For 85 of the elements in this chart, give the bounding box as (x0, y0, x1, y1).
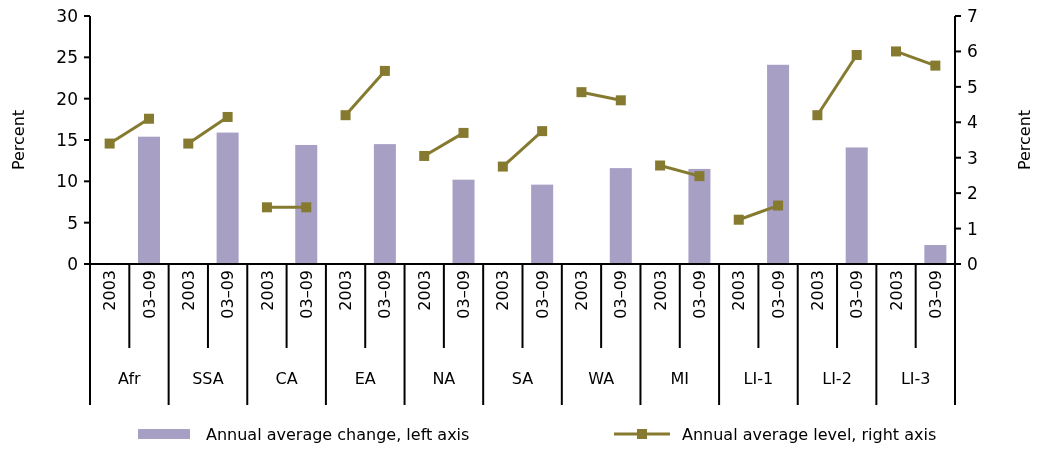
point (143, 113, 154, 124)
point (222, 111, 233, 122)
point (301, 202, 312, 213)
text: SA (511, 368, 534, 388)
bar (452, 179, 475, 264)
y2-tick-label: 4 (967, 112, 978, 133)
y2-tick-label: 5 (967, 76, 978, 97)
text: LI-2 (822, 368, 852, 388)
point (733, 214, 744, 225)
x-tick-label: 03–09 (454, 270, 474, 319)
x-tick-label: 2003 (886, 270, 906, 311)
y2-tick-label: 6 (967, 41, 978, 62)
x-tick-label: 03–09 (375, 270, 395, 319)
y-tick-label: 15 (56, 129, 78, 150)
x-tick-label: 03–09 (296, 270, 316, 319)
text: MI (670, 368, 690, 388)
x-tick-label: 03–09 (532, 270, 552, 319)
x-tick-label: 2003 (807, 270, 827, 311)
y2-tick-label: 0 (967, 253, 978, 274)
point (104, 138, 115, 149)
x-tick-label: 2003 (650, 270, 670, 311)
bar (845, 147, 868, 264)
y-tick-label: 30 (56, 5, 78, 26)
x-tick-label: 03–09 (925, 270, 945, 319)
x-tick-label: 2003 (100, 270, 120, 311)
point (773, 200, 784, 211)
x-tick-label: 03–09 (218, 270, 238, 319)
y2-tick-label: 1 (967, 218, 978, 239)
point (891, 46, 902, 57)
x-tick-label: 03–09 (139, 270, 159, 319)
bar (373, 144, 396, 264)
point (183, 138, 194, 149)
bar (295, 144, 318, 264)
bar (137, 136, 160, 264)
y-axis-title: Percent (9, 109, 28, 171)
legend-label: Annual average level, right axis (682, 424, 937, 444)
point (458, 127, 469, 138)
point (537, 126, 548, 137)
x-tick-label: 03–09 (690, 270, 710, 319)
point (340, 110, 351, 121)
y2-tick-label: 3 (967, 147, 978, 168)
point (615, 95, 626, 106)
text: WA (588, 368, 615, 388)
point (419, 150, 430, 161)
x-tick-label: 2003 (336, 270, 356, 311)
x-tick-label: 2003 (729, 270, 749, 311)
x-tick-label: 03–09 (611, 270, 631, 319)
point (655, 160, 666, 171)
y-tick-label: 25 (56, 47, 78, 68)
text: NA (432, 368, 456, 388)
bar (216, 132, 239, 264)
text: EA (354, 368, 376, 388)
x-tick-label: 03–09 (847, 270, 867, 319)
bar (531, 184, 554, 264)
point (261, 202, 272, 213)
text: LI-1 (743, 368, 774, 388)
point (851, 49, 862, 60)
bar (767, 64, 790, 264)
point (497, 161, 508, 172)
point (379, 65, 390, 76)
y-tick-label: 20 (56, 88, 78, 109)
y-tick-label: 5 (67, 212, 78, 233)
point (576, 87, 587, 98)
text: Afr (118, 368, 142, 388)
y-tick-label: 0 (67, 253, 78, 274)
legend-label: Annual average change, left axis (206, 424, 470, 444)
point (812, 110, 823, 121)
bar (688, 168, 711, 264)
y2-tick-label: 7 (967, 5, 978, 26)
x-tick-label: 2003 (493, 270, 513, 311)
x-tick-label: 2003 (414, 270, 434, 311)
y-tick-label: 10 (56, 171, 78, 192)
point (694, 171, 705, 182)
text: LI-3 (900, 368, 931, 388)
x-tick-label: 2003 (257, 270, 277, 311)
bar (609, 168, 632, 264)
text: CA (275, 368, 298, 388)
text: SSA (192, 368, 224, 388)
x-tick-label: 2003 (178, 270, 198, 311)
x-tick-label: 2003 (572, 270, 592, 311)
point (930, 60, 941, 71)
x-tick-label: 03–09 (768, 270, 788, 319)
y2-axis-title: Percent (1015, 109, 1034, 171)
y2-tick-label: 2 (967, 183, 978, 204)
bar (924, 244, 947, 264)
